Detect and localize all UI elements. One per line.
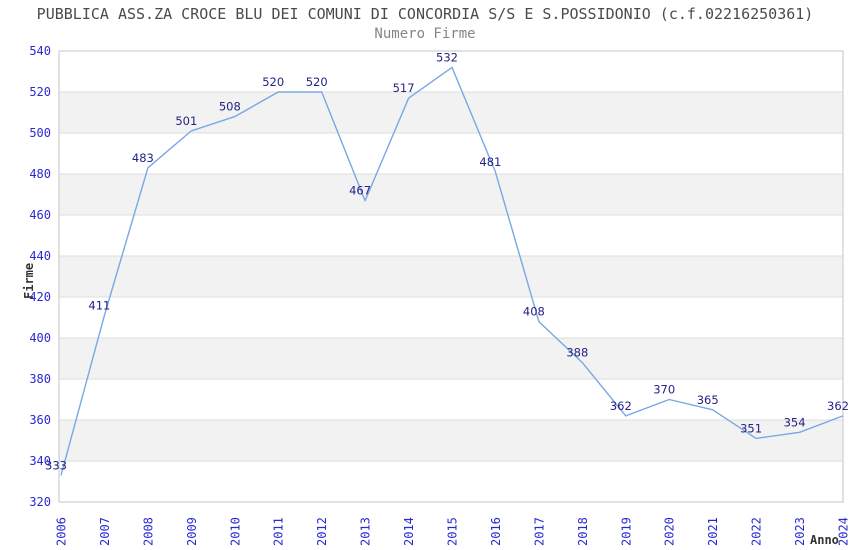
y-tick-label: 500 [29,126,51,140]
point-label: 408 [523,305,545,319]
plot-border [58,50,844,503]
x-tick-label: 2007 [98,517,112,546]
grid-band [59,256,843,297]
x-tick-label: 2020 [663,517,677,546]
y-tick-label: 360 [29,413,51,427]
y-tick-label: 380 [29,372,51,386]
chart-title: PUBBLICA ASS.ZA CROCE BLU DEI COMUNI DI … [36,5,814,23]
x-tick-label: 2023 [793,517,807,546]
x-tick-label: 2011 [272,517,286,546]
x-tick-label: 2024 [837,517,850,546]
y-axis-title: Firme [22,263,36,299]
point-label: 362 [827,399,849,413]
x-tick-label: 2013 [359,517,373,546]
point-label: 365 [697,393,719,407]
grid-band [59,420,843,461]
grid-band [59,174,843,215]
x-axis-title: Anno [810,533,839,547]
x-tick-label: 2019 [619,517,633,546]
point-label: 354 [784,415,806,429]
x-tick-label: 2017 [532,517,546,546]
grid-band [59,92,843,133]
x-tick-label: 2022 [750,517,764,546]
point-label: 362 [610,399,632,413]
y-tick-label: 440 [29,249,51,263]
y-tick-label: 340 [29,454,51,468]
y-tick-label: 520 [29,85,51,99]
x-tick-label: 2008 [141,517,155,546]
x-tick-label: 2014 [402,517,416,546]
point-label: 411 [88,298,110,312]
point-label: 351 [740,421,762,435]
y-tick-label: 460 [29,208,51,222]
point-label: 508 [219,100,241,114]
point-label: 467 [349,184,371,198]
x-tick-label: 2006 [55,517,69,546]
x-tick-label: 2021 [706,517,720,546]
y-tick-label: 540 [29,44,51,58]
y-tick-label: 420 [29,290,51,304]
point-label: 370 [653,383,675,397]
point-label: 483 [132,151,154,165]
point-label: 333 [45,458,67,472]
y-tick-label: 480 [29,167,51,181]
x-tick-label: 2009 [185,517,199,546]
x-tick-label: 2018 [576,517,590,546]
grid-band [59,338,843,379]
point-label: 517 [393,81,415,95]
series-line [60,66,844,476]
y-tick-label: 320 [29,495,51,509]
y-tick-label: 400 [29,331,51,345]
x-tick-label: 2016 [489,517,503,546]
chart-subtitle: Numero Firme [374,26,476,42]
point-label: 520 [262,75,284,89]
x-tick-label: 2012 [315,517,329,546]
point-label: 388 [566,346,588,360]
point-label: 532 [436,50,458,64]
x-tick-label: 2015 [446,517,460,546]
point-label: 481 [479,155,501,169]
x-tick-label: 2010 [228,517,242,546]
point-label: 501 [175,114,197,128]
point-label: 520 [306,75,328,89]
